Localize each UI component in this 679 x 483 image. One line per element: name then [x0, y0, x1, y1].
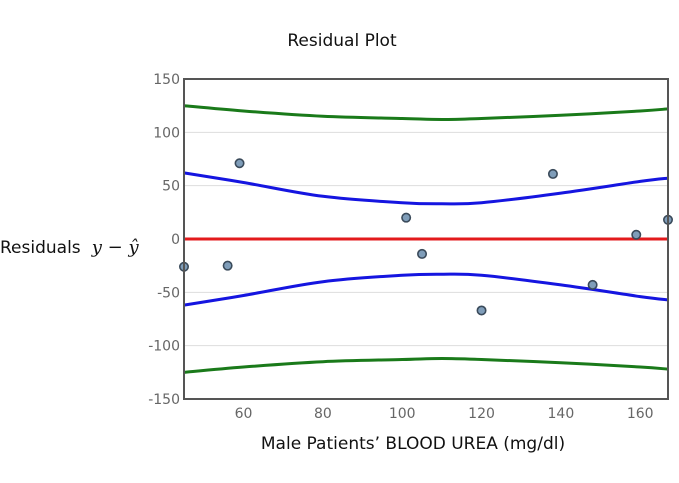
- residual-point: [417, 248, 428, 259]
- y-tick-label: 0: [171, 232, 180, 248]
- points-layer: [179, 158, 673, 316]
- x-tick-label: 140: [548, 406, 575, 422]
- x-tick-label: 160: [627, 406, 654, 422]
- bands-layer: [183, 104, 669, 374]
- outer-lower-band-line: [183, 356, 669, 374]
- y-tick-labels: 150 100 50 0 -50 -100 -150: [148, 72, 180, 408]
- chart-title: Residual Plot: [287, 31, 397, 51]
- residual-point: [587, 279, 598, 290]
- x-tick-label: 120: [468, 406, 495, 422]
- y-tick-label: 100: [153, 125, 180, 141]
- inner-lower-band-line: [183, 272, 669, 307]
- x-tick-labels: 60 80 100 120 140 160: [235, 406, 654, 422]
- y-tick-label: -50: [157, 285, 180, 301]
- residual-point: [631, 229, 642, 240]
- residual-point: [547, 168, 558, 179]
- x-tick-label: 100: [389, 406, 416, 422]
- outer-upper-band-line: [183, 104, 669, 122]
- y-axis-label-math: y − ŷ: [91, 237, 140, 258]
- x-axis-label: Male Patients’ BLOOD UREA (mg/dl): [261, 434, 565, 454]
- inner-upper-band-line: [183, 171, 669, 206]
- y-tick-label: -100: [148, 339, 180, 355]
- y-axis-label-text: Residuals: [0, 238, 81, 258]
- residual-point: [222, 260, 233, 271]
- y-axis-label: Residuals y − ŷ: [0, 237, 139, 258]
- residual-point: [234, 158, 245, 169]
- y-tick-label: -150: [148, 392, 180, 408]
- plot-frame: [183, 78, 669, 400]
- y-tick-label: 50: [162, 179, 180, 195]
- residual-point: [476, 305, 487, 316]
- residual-point: [401, 212, 412, 223]
- x-tick-label: 80: [314, 406, 332, 422]
- x-tick-label: 60: [235, 406, 253, 422]
- y-tick-label: 150: [153, 72, 180, 88]
